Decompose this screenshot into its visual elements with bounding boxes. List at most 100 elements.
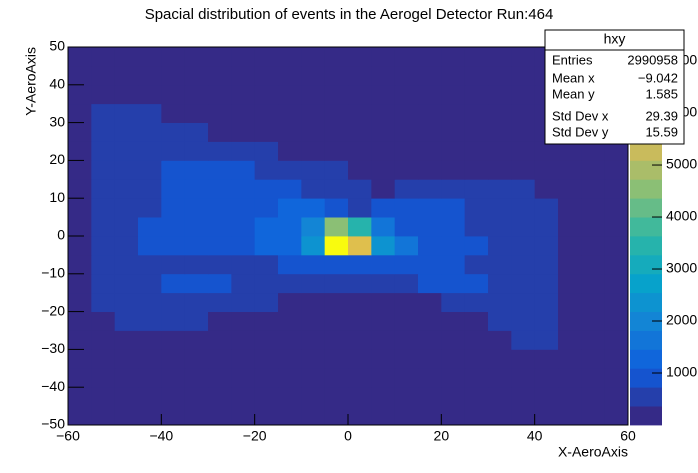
heatmap-cell — [184, 349, 209, 369]
heatmap-cell — [161, 406, 186, 426]
heatmap-cell — [464, 273, 489, 294]
heatmap-cell — [231, 292, 256, 312]
heatmap-cell — [208, 47, 232, 67]
heatmap-cell — [208, 330, 232, 350]
heatmap-cell — [114, 236, 139, 256]
heatmap-cell — [348, 254, 372, 275]
heatmap-cell — [138, 179, 162, 199]
heatmap-cell — [441, 84, 466, 105]
heatmap-cell — [324, 47, 349, 67]
heatmap-cell — [231, 179, 256, 199]
heatmap-cell — [394, 122, 419, 142]
heatmap-cell — [161, 349, 186, 369]
heatmap-cell — [441, 406, 466, 426]
heatmap-cell — [161, 65, 186, 86]
heatmap-cell — [184, 217, 209, 237]
heatmap-cell — [278, 47, 302, 67]
heatmap-cell — [441, 387, 466, 407]
heatmap-cell — [488, 349, 512, 369]
heatmap-cell — [441, 179, 466, 199]
heatmap-cell — [91, 311, 116, 331]
heatmap-cell — [441, 141, 466, 161]
heatmap-cell — [91, 387, 116, 407]
heatmap-cell — [488, 236, 512, 256]
heatmap-cell — [418, 349, 442, 369]
heatmap-cell — [114, 160, 139, 180]
palette-band — [630, 236, 662, 256]
heatmap-cell — [488, 254, 512, 275]
heatmap-cell — [254, 103, 279, 123]
heatmap-cell — [464, 254, 489, 275]
heatmap-cell — [394, 179, 419, 199]
heatmap-cell — [324, 349, 349, 369]
heatmap-cell — [231, 254, 256, 275]
heatmap-cell — [394, 254, 419, 275]
heatmap-cell — [371, 368, 396, 388]
heatmap-cell — [418, 273, 442, 294]
heatmap-cell — [488, 160, 512, 180]
heatmap-cell — [348, 103, 372, 123]
heatmap-cell — [348, 406, 372, 426]
heatmap-cell — [301, 236, 326, 256]
heatmap-cell — [581, 387, 606, 407]
heatmap-cell — [488, 179, 512, 199]
heatmap-cell — [488, 47, 512, 67]
heatmap-cell — [68, 236, 92, 256]
heatmap-cell — [488, 65, 512, 86]
x-tick-label: 60 — [620, 428, 636, 444]
heatmap-cell — [254, 179, 279, 199]
heatmap-cell — [488, 84, 512, 105]
heatmap-cell — [581, 160, 606, 180]
heatmap-cell — [464, 311, 489, 331]
heatmap-cell — [278, 273, 302, 294]
y-tick-label: 10 — [49, 189, 65, 205]
heatmap-cell — [348, 141, 372, 161]
heatmap-cell — [208, 103, 232, 123]
heatmap-cell — [184, 103, 209, 123]
heatmap-cell — [278, 236, 302, 256]
heatmap-cell — [161, 254, 186, 275]
x-tick-label: −20 — [243, 428, 267, 444]
heatmap-cell — [231, 387, 256, 407]
stats-value: −9.042 — [638, 70, 678, 85]
palette-band — [630, 387, 662, 407]
palette-band — [630, 254, 662, 275]
heatmap-cell — [371, 349, 396, 369]
heatmap-cell — [558, 141, 582, 161]
heatmap-cell — [464, 198, 489, 218]
heatmap-cell — [534, 217, 559, 237]
heatmap-cell — [511, 349, 536, 369]
z-tick-label: 2000 — [666, 312, 697, 328]
heatmap-cell — [348, 65, 372, 86]
heatmap-cell — [184, 47, 209, 67]
heatmap-cell — [441, 198, 466, 218]
heatmap-cell — [418, 236, 442, 256]
heatmap-cell — [301, 160, 326, 180]
heatmap-cell — [581, 254, 606, 275]
palette-band — [630, 292, 662, 312]
heatmap-cell — [441, 65, 466, 86]
heatmap-cell — [208, 141, 232, 161]
heatmap-cell — [348, 273, 372, 294]
heatmap-cell — [464, 84, 489, 105]
heatmap-cell — [558, 160, 582, 180]
heatmap-cell — [68, 103, 92, 123]
heatmap-cell — [254, 65, 279, 86]
heatmap-cell — [324, 406, 349, 426]
heatmap-cell — [254, 368, 279, 388]
stats-value: 29.39 — [645, 108, 678, 123]
heatmap-cell — [254, 122, 279, 142]
heatmap-cell — [278, 406, 302, 426]
heatmap-cell — [301, 179, 326, 199]
heatmap-cell — [138, 349, 162, 369]
heatmap-cell — [161, 103, 186, 123]
heatmap-cell — [324, 122, 349, 142]
y-tick-label: 30 — [49, 113, 65, 129]
heatmap-cell — [418, 311, 442, 331]
heatmap-cell — [91, 349, 116, 369]
heatmap-cell — [278, 330, 302, 350]
heatmap-cell — [511, 217, 536, 237]
heatmap-cell — [91, 179, 116, 199]
heatmap-cell — [418, 84, 442, 105]
heatmap-cell — [278, 254, 302, 275]
